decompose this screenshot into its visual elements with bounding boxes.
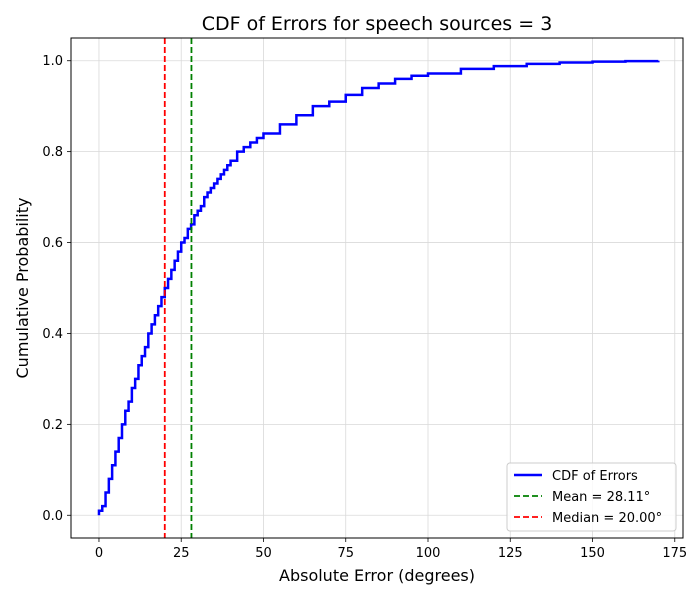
cdf-step-line: [97, 59, 660, 516]
x-tick-label: 150: [580, 546, 605, 561]
x-tick-label: 175: [662, 546, 687, 561]
y-tick-label: 0.6: [42, 236, 63, 251]
plot-area: [97, 38, 660, 538]
y-tick-label: 1.0: [42, 54, 63, 69]
legend-box: [506, 462, 677, 532]
x-tick-label: 50: [255, 546, 272, 561]
x-axis-title: Absolute Error (degrees): [279, 566, 475, 585]
legend-label-cdf: CDF of Errors: [552, 469, 638, 484]
y-tick-label: 0.4: [42, 327, 63, 342]
y-tick-label: 0.0: [42, 509, 63, 524]
x-tick-label: 125: [498, 546, 523, 561]
x-tick-label: 75: [337, 546, 354, 561]
legend-label-median: Median = 20.00°: [552, 511, 662, 526]
y-ticks: 0.0 0.2 0.4 0.6 0.8 1.0: [42, 54, 71, 524]
x-tick-label: 0: [95, 546, 103, 561]
axes-frame: [70, 37, 684, 539]
x-tick-label: 100: [416, 546, 441, 561]
y-tick-label: 0.8: [42, 145, 63, 160]
x-ticks: 0 25 50 75 100 125 150 175: [95, 538, 687, 561]
legend: CDF of Errors Mean = 28.11° Median = 20.…: [506, 462, 677, 532]
legend-label-mean: Mean = 28.11°: [552, 490, 650, 505]
grid: [71, 38, 683, 538]
chart-title: CDF of Errors for speech sources = 3: [202, 13, 553, 35]
y-axis-title: Cumulative Probability: [13, 198, 32, 379]
x-tick-label: 25: [173, 546, 190, 561]
y-tick-label: 0.2: [42, 418, 63, 433]
